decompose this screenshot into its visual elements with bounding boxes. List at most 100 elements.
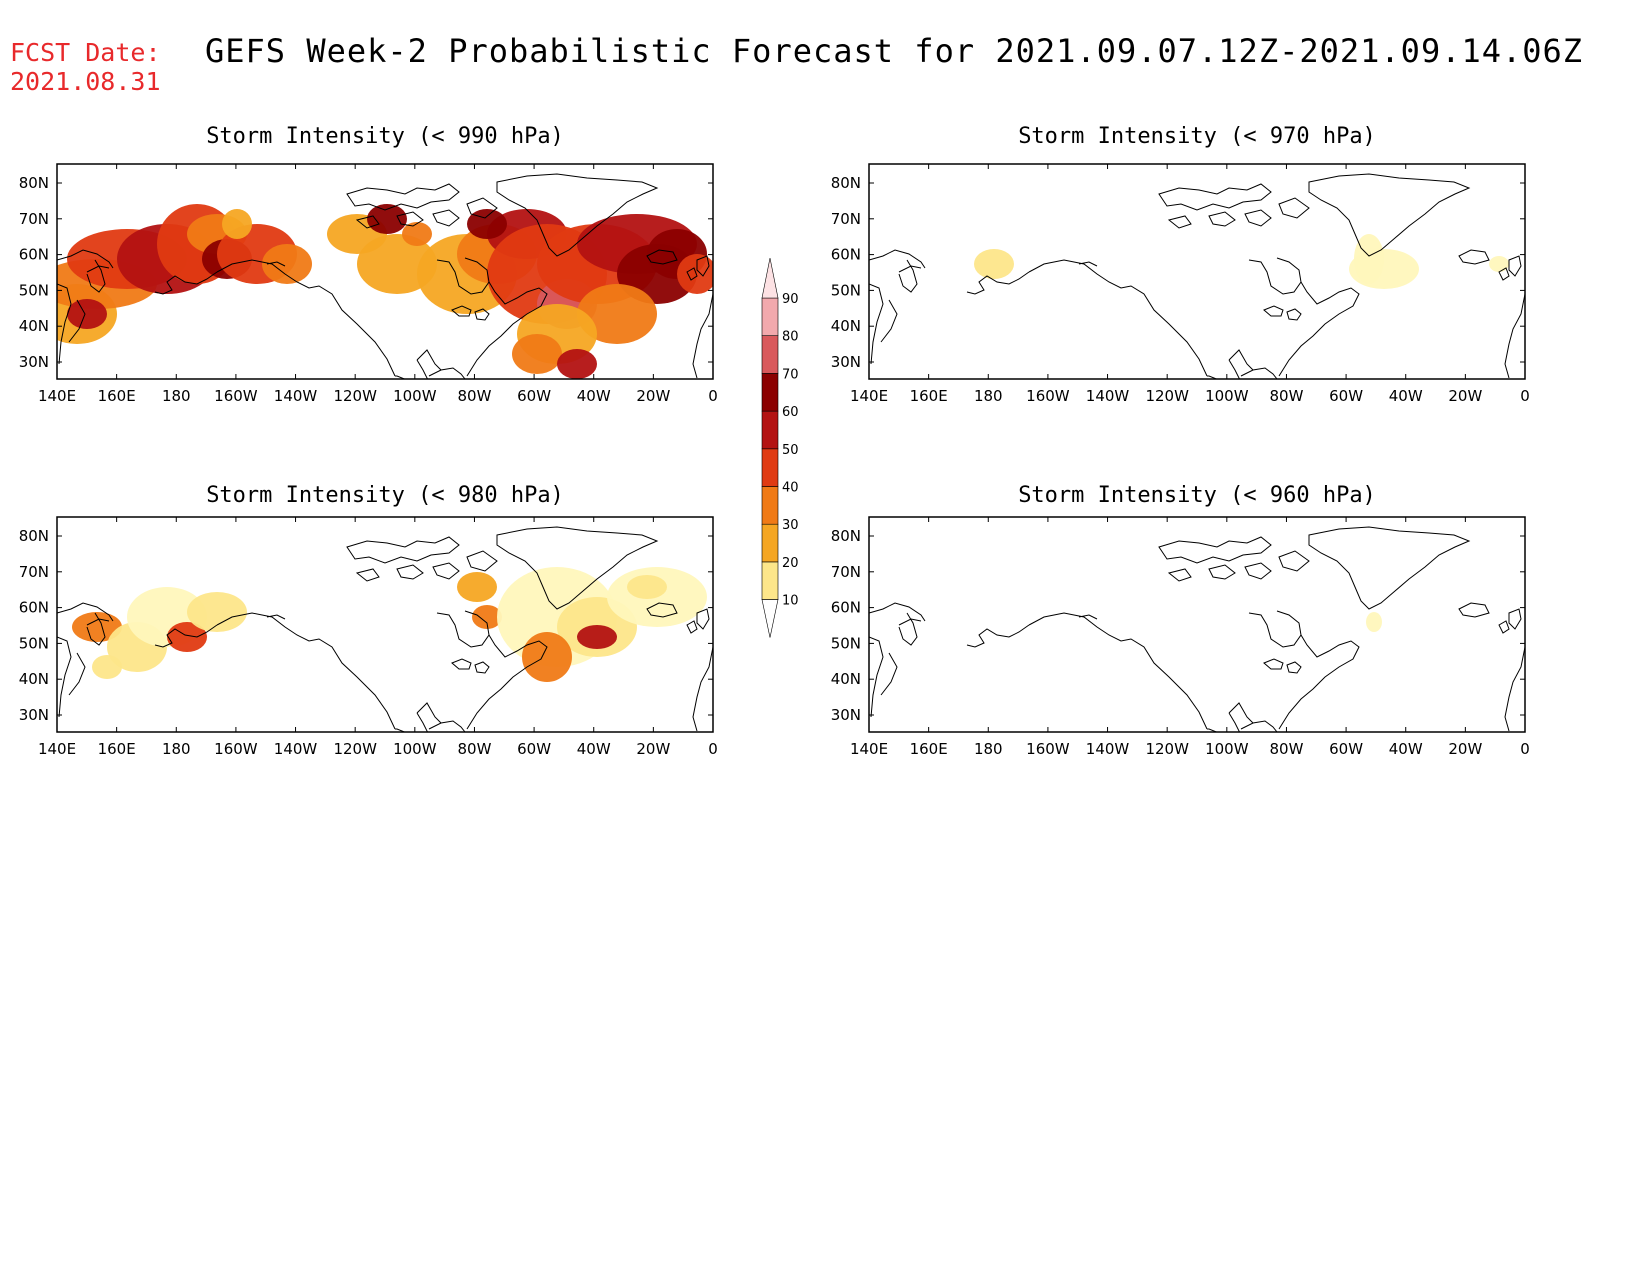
lon-label: 140W xyxy=(274,740,318,758)
colorbar-top-cap xyxy=(761,257,779,299)
lon-label: 80W xyxy=(457,740,491,758)
lon-label: 160E xyxy=(910,387,948,405)
colorbar-band xyxy=(761,561,779,600)
lon-label: 160W xyxy=(1026,387,1070,405)
lon-label: 40W xyxy=(577,740,611,758)
lon-label: 160E xyxy=(98,387,136,405)
lat-label: 40N xyxy=(19,317,49,335)
lat-label: 30N xyxy=(19,353,49,371)
lon-label: 180 xyxy=(162,387,191,405)
lon-label: 20W xyxy=(1448,387,1482,405)
lat-label: 60N xyxy=(19,246,49,264)
lon-label: 0 xyxy=(708,387,718,405)
lat-label: 40N xyxy=(831,317,861,335)
lat-label: 50N xyxy=(19,634,49,652)
lon-label: 120W xyxy=(1145,387,1189,405)
lon-label: 60W xyxy=(517,387,551,405)
colorbar-bottom-cap xyxy=(761,599,779,638)
lat-label: 60N xyxy=(831,599,861,617)
lat-label: 50N xyxy=(831,634,861,652)
lon-label: 0 xyxy=(708,740,718,758)
map-frame xyxy=(868,516,1526,733)
lon-label: 100W xyxy=(393,387,437,405)
prob-area xyxy=(72,612,122,642)
lon-label: 80W xyxy=(1269,740,1303,758)
lon-label: 140E xyxy=(38,740,76,758)
colorbar-band xyxy=(761,523,779,563)
probability-shading xyxy=(72,567,707,682)
lon-label: 40W xyxy=(1389,387,1423,405)
prob-area xyxy=(467,209,507,239)
lon-label: 100W xyxy=(393,740,437,758)
lon-label: 160W xyxy=(1026,740,1070,758)
lat-label: 50N xyxy=(831,281,861,299)
prob-area xyxy=(512,334,562,374)
lon-label: 140E xyxy=(850,740,888,758)
lon-label: 40W xyxy=(1389,740,1423,758)
colorbar-band xyxy=(761,410,779,450)
lon-label: 120W xyxy=(333,740,377,758)
colorbar-label: 40 xyxy=(782,481,799,496)
panel-title-990: Storm Intensity (< 990 hPa) xyxy=(206,124,564,149)
map-frame xyxy=(56,516,714,733)
prob-area xyxy=(367,204,407,234)
lon-label: 20W xyxy=(636,740,670,758)
prob-area xyxy=(222,209,252,239)
lon-label: 180 xyxy=(162,740,191,758)
prob-area xyxy=(627,575,667,599)
lat-label: 70N xyxy=(831,210,861,228)
lat-label: 80N xyxy=(831,174,861,192)
coastline xyxy=(869,526,1525,732)
panel-title-980: Storm Intensity (< 980 hPa) xyxy=(206,483,564,508)
coastline xyxy=(869,173,1525,379)
lon-label: 120W xyxy=(333,387,377,405)
lat-label: 80N xyxy=(831,527,861,545)
lon-label: 60W xyxy=(517,740,551,758)
colorbar: 10 20 30 40 50 60 70 80 90 xyxy=(761,257,799,638)
lat-label: 80N xyxy=(19,174,49,192)
prob-area xyxy=(1354,234,1384,284)
probability-shading xyxy=(974,234,1509,289)
colorbar-band xyxy=(761,335,779,374)
lat-label: 60N xyxy=(19,599,49,617)
lon-label: 20W xyxy=(1448,740,1482,758)
colorbar-label: 70 xyxy=(782,367,799,382)
fcst-date-label: FCST Date: 2021.08.31 xyxy=(10,38,161,96)
lat-label: 40N xyxy=(19,670,49,688)
prob-area xyxy=(402,222,432,246)
map-panel-p970: 140E 160E 180 160W 140W 120W 100W 80W 60W 40W 20W 0… xyxy=(831,163,1530,405)
lon-label: 160W xyxy=(214,387,258,405)
colorbar-band xyxy=(761,373,779,412)
map-panel-p960: 140E 160E 180 160W 140W 120W 100W 80W 60W 40W 20W 0… xyxy=(831,516,1530,758)
lat-label: 30N xyxy=(831,706,861,724)
map-frame xyxy=(868,163,1526,380)
prob-area xyxy=(357,234,437,294)
lon-label: 0 xyxy=(1520,387,1530,405)
lon-label: 160E xyxy=(910,740,948,758)
prob-area xyxy=(262,244,312,284)
colorbar-label: 90 xyxy=(782,292,799,307)
main-title: GEFS Week-2 Probabilistic Forecast for 2… xyxy=(205,32,1584,70)
prob-area xyxy=(187,592,247,632)
colorbar-label: 20 xyxy=(782,556,799,571)
colorbar-label: 80 xyxy=(782,330,799,345)
lon-label: 140W xyxy=(274,387,318,405)
prob-area xyxy=(677,254,713,294)
map-panel-p990: 140E 160E 180 160W 140W 120W 100W 80W 60W 40W 20W 0… xyxy=(19,163,718,405)
lon-label: 60W xyxy=(1329,387,1363,405)
prob-area xyxy=(522,632,572,682)
lon-label: 80W xyxy=(457,387,491,405)
panel-title-960: Storm Intensity (< 960 hPa) xyxy=(1018,483,1376,508)
lon-label: 180 xyxy=(974,740,1003,758)
lon-label: 140W xyxy=(1086,740,1130,758)
lat-label: 70N xyxy=(19,563,49,581)
lon-label: 60W xyxy=(1329,740,1363,758)
lon-label: 80W xyxy=(1269,387,1303,405)
colorbar-label: 60 xyxy=(782,405,799,420)
lon-label: 120W xyxy=(1145,740,1189,758)
lon-label: 160E xyxy=(98,740,136,758)
prob-area xyxy=(557,349,597,379)
prob-area xyxy=(92,655,122,679)
prob-area xyxy=(472,605,502,629)
map-panel-p980: 140E 160E 180 160W 140W 120W 100W 80W 60W 40W 20W 0… xyxy=(19,516,718,758)
